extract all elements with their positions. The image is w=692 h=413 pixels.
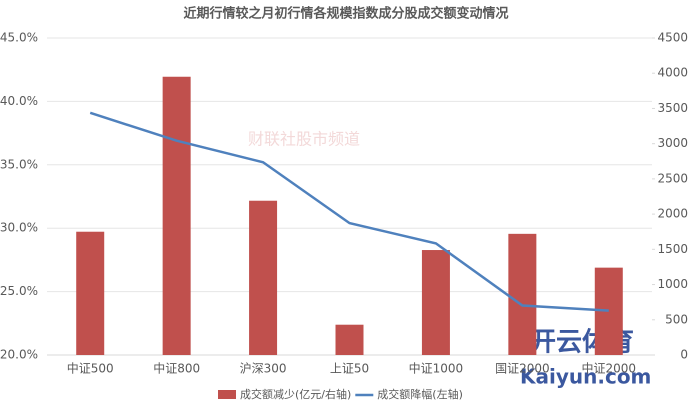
bar: [76, 231, 105, 355]
legend-swatch: [218, 390, 236, 399]
y2-tick-label: 500: [665, 312, 688, 326]
y2-tick-label: 3000: [657, 136, 688, 150]
y2-tick-label: 2500: [657, 171, 688, 185]
y2-tick-label: 1000: [657, 277, 688, 291]
bar: [335, 324, 364, 355]
y-tick-label: 40.0%: [0, 94, 38, 108]
legend-label: 成交额减少(亿元/右轴): [240, 387, 351, 401]
legend-label: 成交额降幅(左轴): [377, 387, 463, 401]
y2-tick-label: 1500: [657, 242, 688, 256]
x-tick-label: 中证1000: [409, 361, 464, 376]
chart-title: 近期行情较之月初行情各规模指数成分股成交额变动情况: [183, 6, 508, 22]
x-tick-label: 中证800: [153, 361, 200, 376]
bar: [421, 250, 450, 355]
y2-tick-label: 4500: [657, 31, 688, 45]
bar: [249, 200, 278, 355]
bar: [162, 76, 191, 355]
y-tick-label: 30.0%: [0, 221, 38, 235]
line: [89, 111, 609, 312]
bar: [594, 267, 623, 355]
x-tick-label: 上证50: [330, 362, 369, 376]
x-tick-label: 中证500: [67, 361, 114, 376]
y-tick-label: 35.0%: [0, 157, 38, 171]
y2-tick-label: 4000: [657, 66, 688, 80]
y-tick-label: 20.0%: [0, 348, 38, 362]
watermark: 财联社股市频道: [248, 130, 360, 149]
y2-tick-label: 0: [680, 348, 688, 362]
y-tick-label: 45.0%: [0, 31, 38, 45]
bar: [508, 233, 537, 355]
x-tick-label: 中证2000: [582, 361, 637, 376]
x-tick-label: 国证2000: [495, 362, 550, 376]
watermark: Kaiyun.com: [520, 365, 651, 389]
y2-tick-label: 2000: [657, 207, 688, 221]
y2-tick-label: 3500: [657, 101, 688, 115]
y-tick-label: 25.0%: [0, 284, 38, 298]
x-tick-label: 沪深300: [240, 362, 287, 376]
